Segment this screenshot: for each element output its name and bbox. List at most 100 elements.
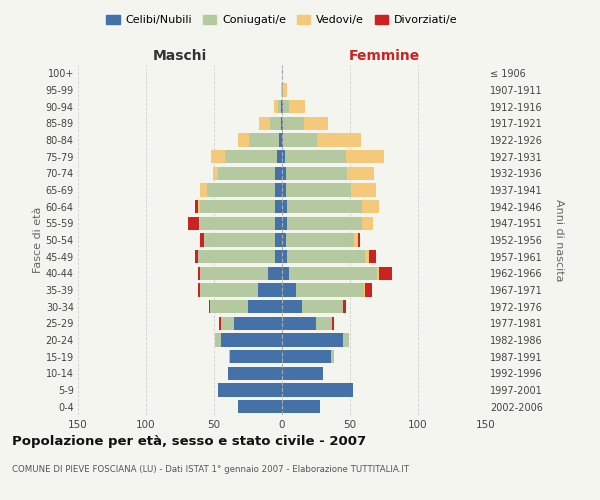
Bar	[283, 84, 287, 96]
Bar	[205, 234, 275, 246]
Bar	[282, 200, 287, 213]
Bar	[259, 116, 270, 130]
Bar	[200, 234, 205, 246]
Bar	[195, 200, 197, 213]
Bar	[286, 166, 347, 180]
Bar	[281, 84, 282, 96]
Bar	[200, 200, 275, 213]
Text: Maschi: Maschi	[153, 48, 207, 62]
Bar	[209, 300, 210, 314]
Bar	[365, 284, 372, 296]
Bar	[212, 166, 218, 180]
Bar	[289, 266, 377, 280]
Bar	[287, 250, 365, 264]
Bar	[275, 166, 282, 180]
Bar	[274, 100, 278, 114]
Bar	[268, 266, 282, 280]
Bar	[230, 350, 282, 364]
Bar	[364, 284, 365, 296]
Bar	[283, 116, 304, 130]
Bar	[227, 366, 282, 380]
Bar	[282, 300, 302, 314]
Bar	[275, 234, 282, 246]
Bar	[282, 234, 286, 246]
Bar	[257, 284, 282, 296]
Bar	[218, 166, 275, 180]
Bar	[275, 184, 282, 196]
Bar	[225, 150, 277, 164]
Bar	[188, 216, 199, 230]
Bar	[200, 284, 257, 296]
Bar	[285, 150, 346, 164]
Legend: Celibi/Nubili, Coniugati/e, Vedovi/e, Divorziati/e: Celibi/Nubili, Coniugati/e, Vedovi/e, Di…	[102, 10, 462, 30]
Bar	[331, 350, 334, 364]
Bar	[332, 316, 334, 330]
Bar	[379, 266, 392, 280]
Bar	[282, 100, 283, 114]
Bar	[377, 266, 379, 280]
Bar	[270, 116, 281, 130]
Bar	[346, 150, 384, 164]
Bar	[343, 300, 346, 314]
Bar	[220, 316, 221, 330]
Bar	[250, 134, 279, 146]
Bar	[210, 300, 248, 314]
Bar	[302, 300, 343, 314]
Bar	[281, 116, 282, 130]
Bar	[343, 334, 349, 346]
Y-axis label: Fasce di età: Fasce di età	[32, 207, 43, 273]
Bar	[221, 334, 282, 346]
Bar	[275, 250, 282, 264]
Bar	[362, 216, 373, 230]
Bar	[215, 334, 221, 346]
Bar	[316, 316, 332, 330]
Bar	[282, 150, 285, 164]
Bar	[211, 150, 225, 164]
Bar	[283, 134, 317, 146]
Bar	[238, 134, 250, 146]
Bar	[275, 200, 282, 213]
Bar	[282, 216, 287, 230]
Bar	[200, 184, 207, 196]
Bar	[286, 234, 354, 246]
Bar	[289, 100, 305, 114]
Bar	[282, 134, 283, 146]
Bar	[235, 316, 282, 330]
Bar	[354, 234, 358, 246]
Bar	[281, 100, 282, 114]
Bar	[275, 216, 282, 230]
Bar	[195, 250, 197, 264]
Bar	[200, 266, 268, 280]
Bar	[304, 116, 328, 130]
Bar	[218, 384, 282, 396]
Bar	[199, 216, 200, 230]
Bar	[282, 400, 320, 413]
Bar	[248, 300, 282, 314]
Bar	[287, 200, 362, 213]
Text: COMUNE DI PIEVE FOSCIANA (LU) - Dati ISTAT 1° gennaio 2007 - Elaborazione TUTTIT: COMUNE DI PIEVE FOSCIANA (LU) - Dati IST…	[12, 465, 409, 474]
Bar	[282, 350, 331, 364]
Bar	[296, 284, 364, 296]
Bar	[317, 134, 361, 146]
Bar	[283, 100, 289, 114]
Bar	[282, 250, 287, 264]
Bar	[197, 200, 200, 213]
Bar	[282, 334, 343, 346]
Bar	[277, 150, 282, 164]
Bar	[279, 134, 282, 146]
Bar	[365, 250, 369, 264]
Bar	[229, 350, 230, 364]
Bar	[197, 266, 200, 280]
Text: Femmine: Femmine	[349, 48, 419, 62]
Bar	[287, 216, 362, 230]
Bar	[282, 184, 286, 196]
Bar	[282, 116, 283, 130]
Bar	[282, 366, 323, 380]
Bar	[352, 184, 376, 196]
Bar	[347, 166, 374, 180]
Bar	[369, 250, 376, 264]
Y-axis label: Anni di nascita: Anni di nascita	[554, 198, 564, 281]
Bar	[282, 284, 296, 296]
Bar	[197, 284, 200, 296]
Bar	[286, 184, 352, 196]
